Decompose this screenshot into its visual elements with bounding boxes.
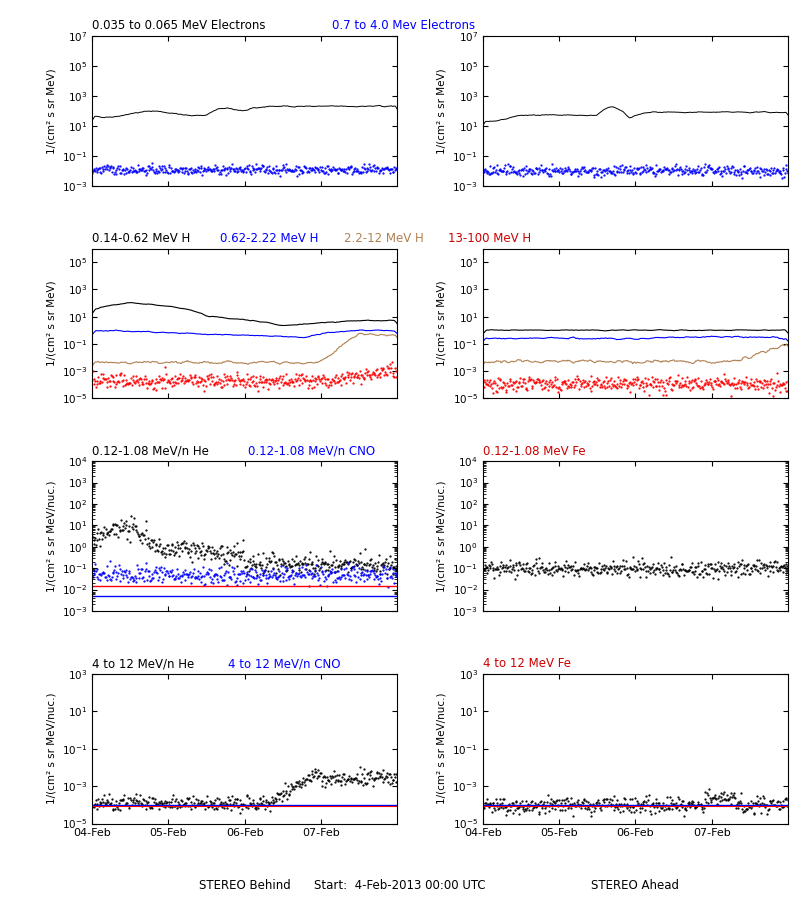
Text: 0.12-1.08 MeV/n CNO: 0.12-1.08 MeV/n CNO xyxy=(248,445,375,457)
Text: 0.035 to 0.065 MeV Electrons: 0.035 to 0.065 MeV Electrons xyxy=(92,20,266,32)
Text: STEREO Ahead: STEREO Ahead xyxy=(591,879,679,892)
Text: 0.12-1.08 MeV Fe: 0.12-1.08 MeV Fe xyxy=(482,445,586,457)
Y-axis label: 1/(cm² s sr MeV/nuc.): 1/(cm² s sr MeV/nuc.) xyxy=(437,481,447,592)
Y-axis label: 1/(cm² s sr MeV): 1/(cm² s sr MeV) xyxy=(437,281,447,366)
Text: 4 to 12 MeV Fe: 4 to 12 MeV Fe xyxy=(482,657,570,670)
Text: 13-100 MeV H: 13-100 MeV H xyxy=(448,232,531,245)
Text: Start:  4-Feb-2013 00:00 UTC: Start: 4-Feb-2013 00:00 UTC xyxy=(314,879,486,892)
Y-axis label: 1/(cm² s sr MeV/nuc.): 1/(cm² s sr MeV/nuc.) xyxy=(437,693,447,805)
Text: 0.12-1.08 MeV/n He: 0.12-1.08 MeV/n He xyxy=(92,445,209,457)
Y-axis label: 1/(cm² s sr MeV/nuc.): 1/(cm² s sr MeV/nuc.) xyxy=(46,693,56,805)
Y-axis label: 1/(cm² s sr MeV): 1/(cm² s sr MeV) xyxy=(46,68,56,154)
Y-axis label: 1/(cm² s sr MeV): 1/(cm² s sr MeV) xyxy=(46,281,56,366)
Text: STEREO Behind: STEREO Behind xyxy=(198,879,290,892)
Text: 4 to 12 MeV/n He: 4 to 12 MeV/n He xyxy=(92,657,194,670)
Text: 0.62-2.22 MeV H: 0.62-2.22 MeV H xyxy=(220,232,318,245)
Text: 0.14-0.62 MeV H: 0.14-0.62 MeV H xyxy=(92,232,190,245)
Y-axis label: 1/(cm² s sr MeV): 1/(cm² s sr MeV) xyxy=(437,68,447,154)
Y-axis label: 1/(cm² s sr MeV/nuc.): 1/(cm² s sr MeV/nuc.) xyxy=(46,481,56,592)
Text: 2.2-12 MeV H: 2.2-12 MeV H xyxy=(344,232,424,245)
Text: 0.7 to 4.0 Mev Electrons: 0.7 to 4.0 Mev Electrons xyxy=(332,20,475,32)
Text: 4 to 12 MeV/n CNO: 4 to 12 MeV/n CNO xyxy=(228,657,341,670)
